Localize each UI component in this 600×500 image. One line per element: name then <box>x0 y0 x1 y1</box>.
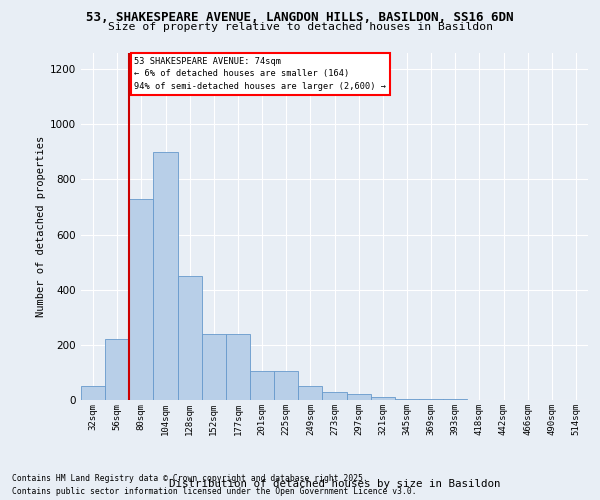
Bar <box>298 386 322 400</box>
Bar <box>129 198 154 400</box>
Bar <box>371 397 395 400</box>
Text: Contains HM Land Registry data © Crown copyright and database right 2025.: Contains HM Land Registry data © Crown c… <box>12 474 368 483</box>
Y-axis label: Number of detached properties: Number of detached properties <box>36 136 46 317</box>
Bar <box>154 152 178 400</box>
Text: Contains public sector information licensed under the Open Government Licence v3: Contains public sector information licen… <box>12 487 416 496</box>
Bar <box>202 334 226 400</box>
Bar <box>274 371 298 400</box>
Bar <box>419 399 443 400</box>
Bar <box>226 334 250 400</box>
Bar <box>347 394 371 400</box>
Bar <box>105 340 129 400</box>
Bar <box>178 276 202 400</box>
Text: 53 SHAKESPEARE AVENUE: 74sqm
← 6% of detached houses are smaller (164)
94% of se: 53 SHAKESPEARE AVENUE: 74sqm ← 6% of det… <box>134 56 386 92</box>
Bar <box>395 398 419 400</box>
Text: Size of property relative to detached houses in Basildon: Size of property relative to detached ho… <box>107 22 493 32</box>
Bar <box>322 392 347 400</box>
X-axis label: Distribution of detached houses by size in Basildon: Distribution of detached houses by size … <box>169 480 500 490</box>
Bar <box>250 371 274 400</box>
Text: 53, SHAKESPEARE AVENUE, LANGDON HILLS, BASILDON, SS16 6DN: 53, SHAKESPEARE AVENUE, LANGDON HILLS, B… <box>86 11 514 24</box>
Bar <box>81 386 105 400</box>
